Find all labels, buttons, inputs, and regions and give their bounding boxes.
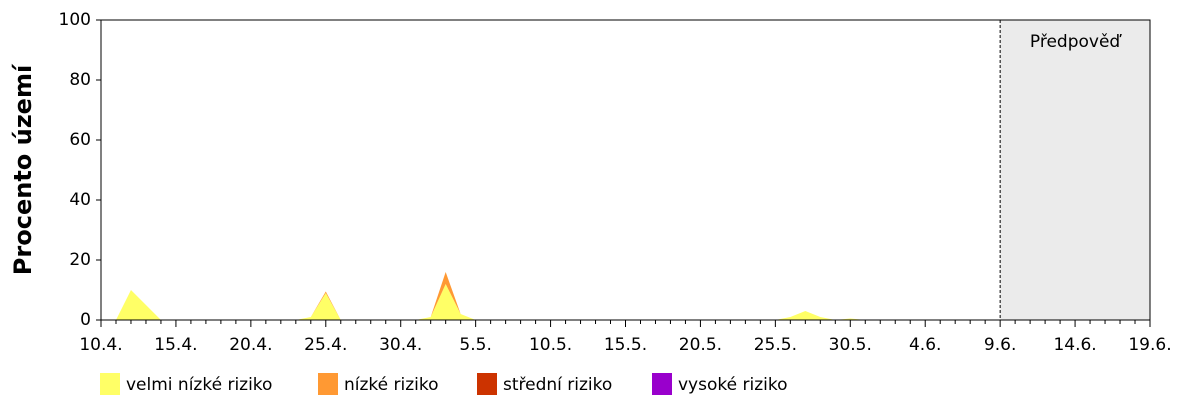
x-tick-label: 4.6. [909,335,941,355]
forecast-label: Předpověď [1030,32,1123,52]
x-tick-label: 19.6. [1128,335,1171,355]
x-tick-label: 25.4. [304,335,347,355]
legend-swatch [318,373,338,395]
legend-swatch [652,373,672,395]
x-tick-label: 15.5. [604,335,647,355]
y-tick-label: 0 [80,310,91,330]
x-tick-label: 20.4. [229,335,272,355]
legend-label: velmi nízké riziko [126,375,272,395]
y-tick-label: 40 [69,190,91,210]
legend-swatch [100,373,120,395]
y-axis-label: Procento území [9,63,37,275]
forecast-region [1000,20,1150,320]
y-tick-label: 60 [69,130,91,150]
area [101,272,1001,320]
legend-swatch [477,373,497,395]
area [101,272,1001,320]
plot-frame [100,19,1151,321]
area [101,284,1001,320]
x-tick-label: 25.5. [754,335,797,355]
legend-label: vysoké riziko [678,375,787,395]
x-tick-label: 30.4. [379,335,422,355]
x-tick-label: 30.5. [829,335,872,355]
legend-label: nízké riziko [344,375,439,395]
x-tick-label: 10.5. [529,335,572,355]
x-tick-label: 20.5. [679,335,722,355]
x-tick-label: 5.5. [459,335,491,355]
x-tick-label: 15.4. [154,335,197,355]
x-tick-label: 10.4. [79,335,122,355]
legend-label: střední riziko [503,375,612,395]
y-tick-label: 80 [69,70,91,90]
y-tick-label: 20 [69,250,91,270]
area [101,272,1001,320]
x-tick-label: 9.6. [984,335,1016,355]
y-tick-label: 100 [59,10,91,30]
x-tick-label: 14.6. [1053,335,1096,355]
